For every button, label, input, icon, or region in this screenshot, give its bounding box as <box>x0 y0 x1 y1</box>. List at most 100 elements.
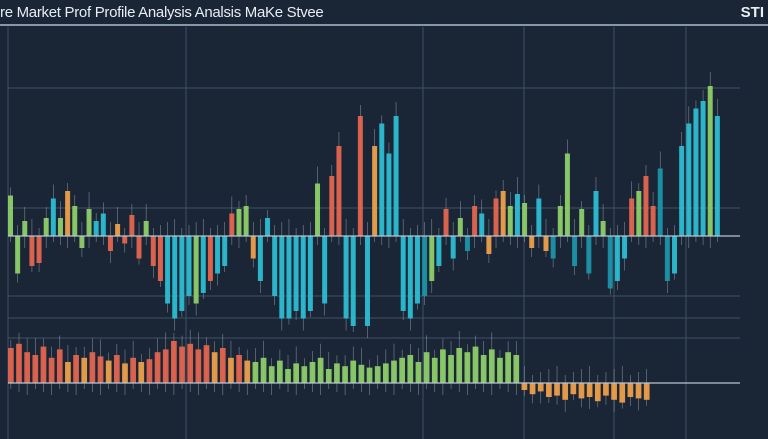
lower-bar <box>219 348 226 383</box>
upper-bar <box>222 236 228 266</box>
upper-bar <box>22 221 28 236</box>
upper-bar <box>414 236 420 304</box>
upper-bar <box>115 224 121 236</box>
upper-bar <box>643 176 649 236</box>
upper-bar <box>500 191 506 236</box>
upper-bar <box>215 236 221 274</box>
lower-bar <box>301 366 308 383</box>
lower-bar <box>179 346 185 383</box>
upper-bar <box>700 101 706 236</box>
upper-bar <box>600 221 606 236</box>
upper-bar <box>272 236 278 296</box>
upper-bar <box>279 236 285 319</box>
lower-bar <box>73 355 79 383</box>
lower-bar <box>154 352 161 383</box>
lower-bar <box>56 349 63 383</box>
upper-bar <box>486 236 492 254</box>
lower-bar <box>105 360 112 383</box>
upper-bar <box>15 236 21 274</box>
lower-bar <box>374 366 381 383</box>
upper-bar <box>200 236 206 293</box>
lower-bar <box>309 362 316 383</box>
lower-bar <box>293 363 300 383</box>
upper-bar <box>657 168 663 236</box>
lower-bar <box>203 345 210 383</box>
upper-bar <box>122 236 128 244</box>
lower-bar <box>627 383 634 397</box>
lower-bar <box>171 341 177 383</box>
lower-bar <box>260 357 267 383</box>
upper-bar <box>322 236 328 304</box>
lower-bar <box>285 369 291 383</box>
upper-bar <box>664 236 670 281</box>
upper-bar <box>243 206 249 236</box>
upper-bar <box>543 236 549 251</box>
lower-bar <box>464 352 471 383</box>
upper-bar <box>36 236 42 263</box>
lower-bar <box>537 383 544 392</box>
lower-bar <box>40 346 47 383</box>
lower-bar <box>594 383 601 402</box>
upper-bar <box>593 191 599 236</box>
lower-bar <box>505 352 511 383</box>
lower-bar <box>236 355 242 383</box>
upper-bar <box>472 206 478 236</box>
lower-bar <box>195 349 202 383</box>
upper-bar <box>365 236 370 326</box>
lower-bar <box>334 363 340 383</box>
upper-bar <box>336 146 342 236</box>
upper-bar <box>357 116 363 236</box>
upper-bar <box>57 218 63 236</box>
upper-bar <box>557 206 563 236</box>
upper-bar <box>457 218 463 236</box>
upper-bar <box>693 108 699 236</box>
lower-bar <box>423 352 430 383</box>
upper-bar <box>614 236 620 281</box>
upper-bar <box>236 209 242 236</box>
lower-bar <box>529 383 536 395</box>
upper-bar <box>443 209 449 236</box>
upper-bar <box>564 153 570 236</box>
upper-bar <box>329 176 335 236</box>
upper-bar <box>193 236 199 304</box>
lower-bar <box>619 383 626 403</box>
upper-bar <box>714 116 720 236</box>
lower-bar <box>382 363 389 383</box>
upper-bar <box>179 236 185 311</box>
lower-bar <box>211 352 218 383</box>
upper-bar <box>250 236 256 259</box>
upper-bar <box>579 209 585 236</box>
lower-bar <box>138 362 145 383</box>
upper-bar <box>507 206 513 236</box>
lower-bar <box>391 360 397 383</box>
lower-bar <box>130 357 136 383</box>
upper-bar <box>229 213 235 236</box>
lower-bar <box>472 346 479 383</box>
upper-bar <box>422 236 428 296</box>
lower-bar <box>611 383 617 400</box>
upper-bar <box>165 236 171 304</box>
upper-bar <box>464 236 470 251</box>
lower-bar <box>162 349 169 383</box>
upper-bar <box>43 218 49 236</box>
lower-bar <box>603 383 609 396</box>
corner-label: STI <box>740 4 764 21</box>
lower-bar <box>8 348 14 383</box>
upper-bar <box>572 236 578 266</box>
lower-bar <box>578 383 585 399</box>
upper-bar <box>257 236 263 281</box>
lower-bar <box>456 348 463 383</box>
upper-bar <box>622 236 628 259</box>
upper-bar <box>650 206 656 236</box>
lower-bar <box>570 383 577 395</box>
lower-bar <box>586 383 593 397</box>
lower-bar <box>277 360 283 383</box>
lower-bar <box>635 383 642 399</box>
upper-bar <box>157 236 163 281</box>
chart-title: re Market Prof Profile Analysis Analsis … <box>0 4 324 21</box>
upper-bar <box>372 146 378 236</box>
lower-bar <box>497 357 503 383</box>
lower-bar <box>24 352 31 383</box>
lower-bar <box>228 357 234 383</box>
upper-bar <box>536 198 542 236</box>
